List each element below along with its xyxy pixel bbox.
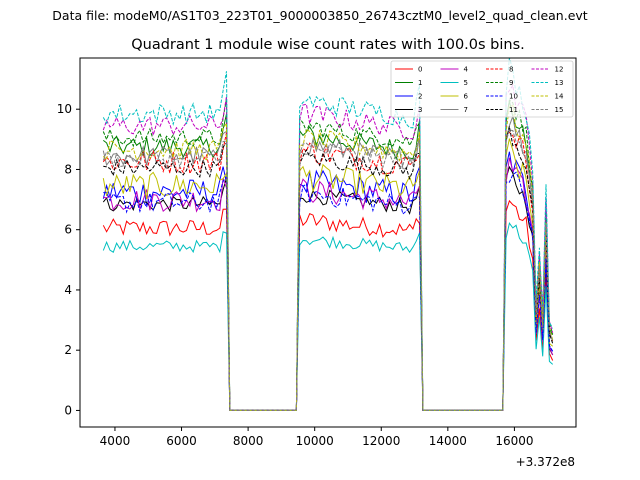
x-axis: 4000 6000 8000 10000 12000 14000 16000 — [100, 427, 534, 448]
legend-label-5: 5 — [464, 79, 468, 87]
legend-label-14: 14 — [555, 93, 564, 101]
series-line-15 — [102, 129, 554, 411]
legend-frame — [390, 60, 574, 118]
plot-lines — [102, 57, 554, 411]
series-line-13 — [102, 57, 554, 411]
x-tick-label: 14000 — [429, 434, 467, 448]
legend-label-1: 1 — [418, 79, 422, 87]
plot-frame — [79, 57, 577, 428]
legend-label-4: 4 — [464, 66, 469, 74]
x-tick-label: 16000 — [495, 434, 533, 448]
legend-label-13: 13 — [555, 79, 564, 87]
y-tick-label: 2 — [64, 343, 72, 357]
series-line-10 — [103, 171, 554, 411]
legend-label-8: 8 — [509, 66, 513, 74]
legend-label-3: 3 — [418, 106, 422, 114]
chart-title: Quadrant 1 module wise count rates with … — [131, 37, 525, 53]
y-tick-label: 10 — [57, 102, 72, 116]
figure-suptitle: Data file: modeM0/AS1T03_223T01_90000038… — [52, 8, 587, 23]
x-tick-label: 4000 — [100, 434, 131, 448]
y-tick-label: 8 — [64, 162, 72, 176]
x-offset-label: +3.372e8 — [516, 455, 575, 469]
y-tick-label: 0 — [64, 403, 72, 417]
legend-label-12: 12 — [555, 66, 564, 74]
legend-label-10: 10 — [509, 93, 518, 101]
y-axis: 0 2 4 6 8 10 — [57, 102, 80, 417]
legend-label-7: 7 — [464, 106, 468, 114]
y-tick-label: 4 — [64, 283, 72, 297]
legend-label-2: 2 — [418, 93, 422, 101]
x-tick-label: 12000 — [362, 434, 400, 448]
x-tick-label: 6000 — [166, 434, 197, 448]
legend-label-0: 0 — [418, 66, 422, 74]
x-tick-label: 8000 — [233, 434, 264, 448]
x-tick-label: 10000 — [296, 434, 334, 448]
legend-label-15: 15 — [555, 106, 564, 114]
series-line-14 — [102, 105, 554, 411]
y-tick-label: 6 — [64, 223, 72, 237]
legend-label-6: 6 — [464, 93, 469, 101]
legend-label-11: 11 — [509, 106, 518, 114]
legend-label-9: 9 — [509, 79, 513, 87]
